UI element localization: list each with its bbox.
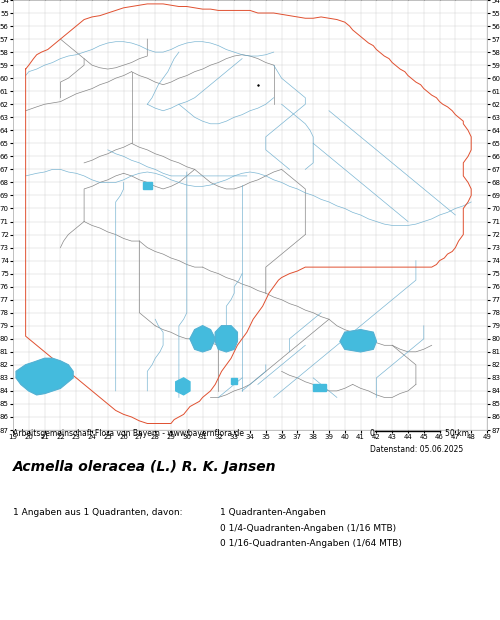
Polygon shape: [176, 378, 190, 395]
Text: 0: 0: [370, 429, 375, 438]
Polygon shape: [16, 358, 73, 395]
Text: 0 1/16-Quadranten-Angaben (1/64 MTB): 0 1/16-Quadranten-Angaben (1/64 MTB): [220, 539, 402, 549]
Polygon shape: [340, 330, 376, 352]
Polygon shape: [313, 384, 326, 391]
Text: 1 Quadranten-Angaben: 1 Quadranten-Angaben: [220, 508, 326, 518]
Polygon shape: [215, 326, 238, 352]
Polygon shape: [231, 378, 237, 384]
Text: 0 1/4-Quadranten-Angaben (1/16 MTB): 0 1/4-Quadranten-Angaben (1/16 MTB): [220, 524, 396, 533]
Polygon shape: [142, 182, 152, 189]
Text: Datenstand: 05.06.2025: Datenstand: 05.06.2025: [370, 445, 463, 454]
Text: 50 km: 50 km: [445, 429, 469, 438]
Polygon shape: [190, 326, 215, 352]
Text: Arbeitsgemeinschaft Flora von Bayern - www.bayernflora.de: Arbeitsgemeinschaft Flora von Bayern - w…: [13, 429, 244, 438]
Text: 1 Angaben aus 1 Quadranten, davon:: 1 Angaben aus 1 Quadranten, davon:: [13, 508, 182, 518]
Text: Acmella oleracea (L.) R. K. Jansen: Acmella oleracea (L.) R. K. Jansen: [13, 460, 276, 474]
